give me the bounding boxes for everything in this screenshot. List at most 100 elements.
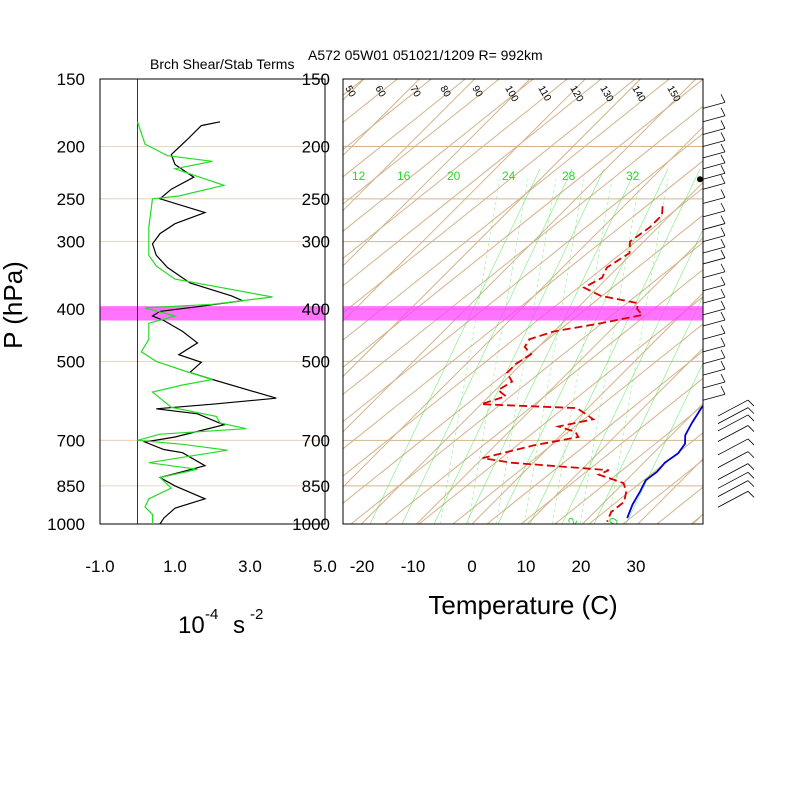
wind-barb-shaft xyxy=(702,257,726,265)
mixing-ratio-label: 24 xyxy=(502,169,516,183)
wind-barb-shaft xyxy=(702,319,726,327)
isotherm-line xyxy=(343,79,641,378)
wind-barb-flag xyxy=(720,132,726,141)
adiabat-line xyxy=(343,79,466,178)
shear-y-tick-label: 500 xyxy=(57,352,85,371)
isotherm-label: 90 xyxy=(469,84,484,100)
wind-barb-flag xyxy=(720,325,726,334)
wind-barb-flag xyxy=(720,311,726,321)
adiabat-line xyxy=(0,79,329,524)
wind-barb-shaft xyxy=(717,471,749,489)
x-label-unit: s xyxy=(233,612,245,639)
adiabat-line xyxy=(759,79,800,524)
temperature-x-tick-label: 10 xyxy=(517,557,536,576)
mixing-ratio-bottom-label: 8 xyxy=(528,520,544,533)
wind-barb-flag xyxy=(720,227,726,236)
wind-barb-shaft xyxy=(717,407,749,424)
skewt-y-tick-label: 250 xyxy=(302,190,330,209)
wind-barb-shaft xyxy=(702,308,726,316)
temperature-x-tick-label: -10 xyxy=(401,557,426,576)
shear-x-tick-label: 3.0 xyxy=(238,557,262,576)
wind-barb-shaft xyxy=(717,399,749,417)
isotherm-label: 60 xyxy=(372,84,387,100)
adiabat-line xyxy=(343,132,703,423)
wind-barb-flag xyxy=(747,451,755,458)
temperature-x-tick-label: 20 xyxy=(572,557,591,576)
adiabat-line xyxy=(418,296,703,524)
wind-barb-shaft xyxy=(702,368,726,376)
wind-barb-shaft xyxy=(717,463,749,481)
wind-barb-shaft xyxy=(702,393,726,401)
adiabat-line xyxy=(343,79,500,205)
wind-barb-flag xyxy=(747,399,755,407)
temperature-x-tick-label: 0 xyxy=(467,557,476,576)
isotherm-line xyxy=(582,402,703,524)
adiabat-line xyxy=(343,105,703,396)
shear-y-tick-label: 250 xyxy=(57,190,85,209)
mixing-ratio-bottom-label: 2 xyxy=(420,520,436,533)
isotherm-line xyxy=(343,79,586,322)
dewpoint-profile xyxy=(480,206,664,522)
shear-x-tick-label: -1.0 xyxy=(85,557,114,576)
isotherm-label: 50 xyxy=(342,84,357,100)
wind-barb-shaft xyxy=(702,357,726,365)
isotherm-line xyxy=(749,79,800,524)
mixing-ratio-label: 20 xyxy=(447,169,461,183)
skewt-y-tick-label: 400 xyxy=(302,300,330,319)
shear-y-tick-label: 150 xyxy=(57,70,85,89)
mixing-ratio-bottom-label: 3 xyxy=(449,520,465,533)
shear-highlight-band xyxy=(100,306,325,321)
skewt-highlight-band xyxy=(343,306,703,321)
mixing-ratio-line xyxy=(465,168,637,524)
isotherm-label: 140 xyxy=(629,84,647,104)
skewt-y-tick-label: 200 xyxy=(302,137,330,156)
x-label-unit-exponent: -2 xyxy=(250,606,263,623)
isotherm-line xyxy=(526,347,703,524)
adiabat-line xyxy=(343,79,636,314)
moist-adiabat-line xyxy=(607,178,669,524)
skewt-y-tick-label: 700 xyxy=(302,431,330,450)
wind-barb-flag xyxy=(720,175,726,184)
wind-barb-shaft xyxy=(717,425,749,442)
wind-barb-flag xyxy=(747,491,755,498)
temperature-axis-label: Temperature (C) xyxy=(428,590,617,620)
wind-barb-shaft xyxy=(717,438,749,456)
shear-x-axis-label: 10 -4 s -2 xyxy=(178,606,263,639)
skewt-y-tick-label: 300 xyxy=(302,233,330,252)
wind-barb-flag xyxy=(720,337,726,347)
isotherm-label: 150 xyxy=(664,84,682,104)
wind-barb-flag xyxy=(720,360,726,370)
adiabat-line xyxy=(343,79,568,260)
wind-barb-shaft xyxy=(717,414,749,432)
moist-adiabat-line xyxy=(523,178,585,524)
wind-barbs xyxy=(697,94,755,508)
wind-barb-flag xyxy=(720,154,726,164)
isotherm-line xyxy=(343,126,703,488)
mixing-ratio-line xyxy=(369,168,541,524)
shear-y-tick-label: 200 xyxy=(57,137,85,156)
wind-barb-flag xyxy=(720,189,726,198)
wind-barb-flag xyxy=(747,463,755,470)
adiabat-line xyxy=(343,214,703,504)
shear-x-tick-label: 5.0 xyxy=(313,557,337,576)
wind-barb-flag xyxy=(747,407,755,414)
isotherm-line xyxy=(343,79,531,267)
wind-barb-shaft xyxy=(702,345,726,353)
isotherm-line xyxy=(416,236,703,524)
wind-barb-shaft xyxy=(702,271,726,279)
adiabat-line xyxy=(486,350,703,524)
adiabat-line xyxy=(343,187,703,477)
shear-y-tick-label: 300 xyxy=(57,233,85,252)
temperature-x-tick-label: 30 xyxy=(627,557,646,576)
wind-barb-shaft xyxy=(702,246,726,254)
wind-barb-shaft xyxy=(702,296,726,304)
mixing-ratio-bottom-label: 12 xyxy=(561,515,580,534)
skewt-plot-frame xyxy=(342,78,704,525)
wind-barb-flag xyxy=(720,373,726,383)
adiabat-line xyxy=(343,79,670,341)
wind-barb-shaft xyxy=(702,128,726,135)
wind-barb-flag xyxy=(747,414,755,422)
wind-barb-shaft xyxy=(702,284,726,292)
